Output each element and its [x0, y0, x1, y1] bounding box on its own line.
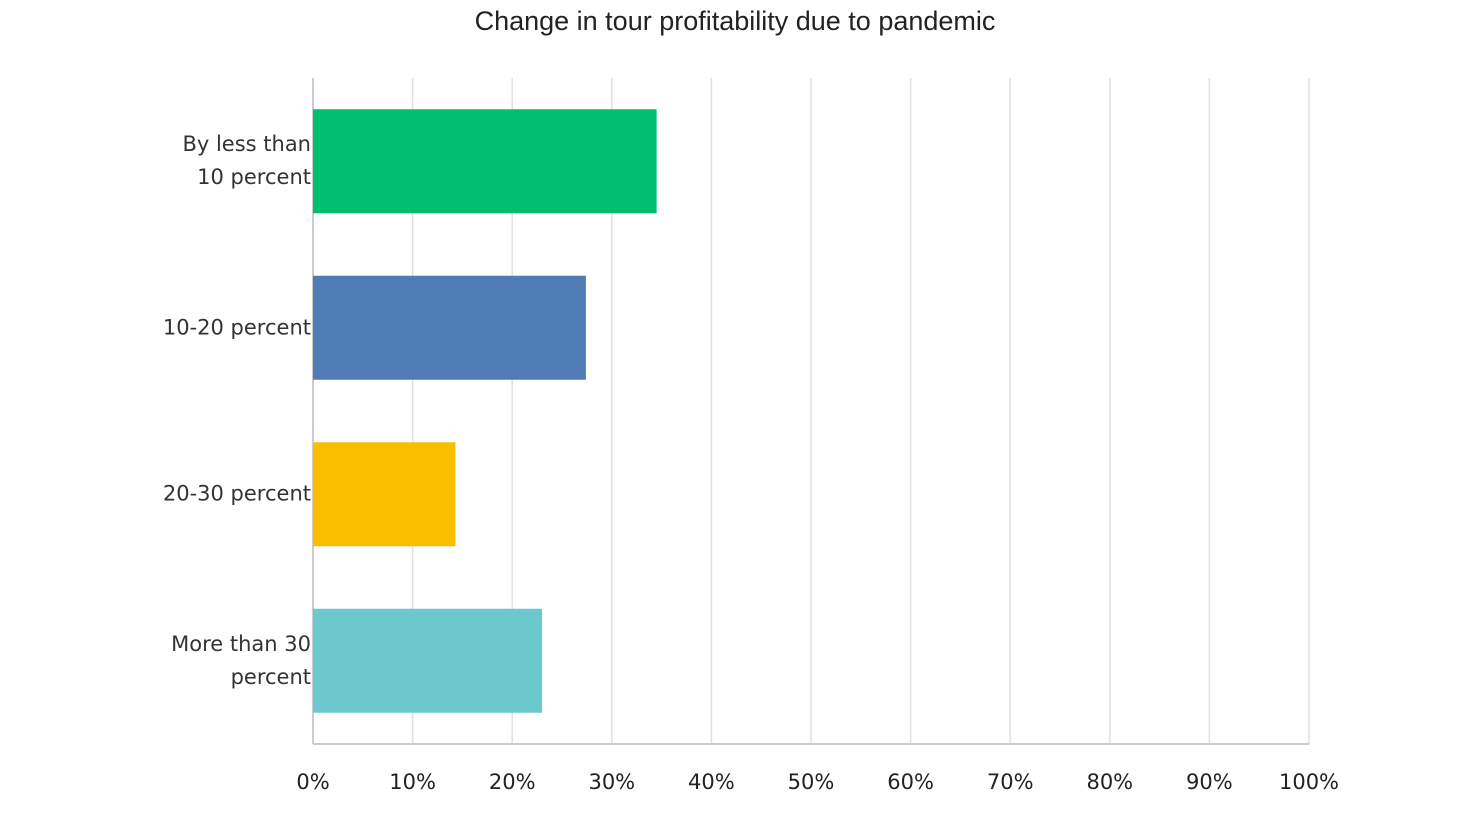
x-tick-label: 80%	[1086, 770, 1133, 794]
x-tick-label: 90%	[1186, 770, 1233, 794]
x-tick-label: 60%	[887, 770, 934, 794]
y-tick-label: By less than 10 percent	[182, 132, 311, 190]
bar	[313, 608, 543, 713]
chart-title: Change in tour profitability due to pand…	[475, 6, 996, 36]
y-tick-label: 20-30 percent	[162, 481, 311, 506]
x-tick-label: 100%	[1279, 770, 1339, 794]
x-tick-label: 70%	[987, 770, 1034, 794]
y-tick-label: 10-20 percent	[162, 315, 311, 340]
bar	[313, 442, 456, 547]
bar	[313, 109, 657, 214]
x-tick-label: 0%	[296, 770, 329, 794]
x-tick-label: 50%	[788, 770, 835, 794]
y-tick-label: More than 30 percent	[171, 631, 311, 689]
x-tick-label: 40%	[688, 770, 735, 794]
bar	[313, 275, 586, 380]
x-tick-label: 20%	[489, 770, 536, 794]
x-tick-label: 30%	[588, 770, 635, 794]
x-tick-label: 10%	[389, 770, 436, 794]
